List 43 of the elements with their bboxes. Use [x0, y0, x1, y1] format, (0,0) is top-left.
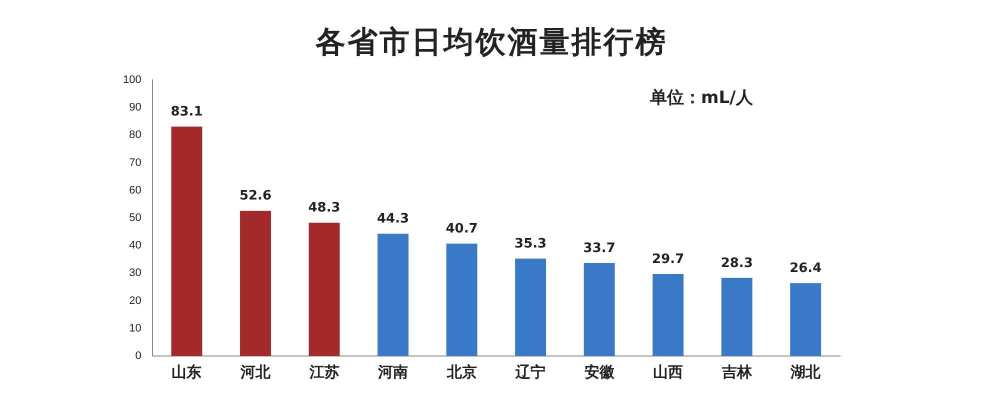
y-tick-label: 70: [129, 156, 142, 169]
x-tick-label: 河南: [377, 364, 408, 382]
y-tick-label: 50: [129, 212, 142, 224]
bar: [378, 234, 408, 356]
x-tick-label: 辽宁: [514, 363, 546, 382]
x-tick-label: 北京: [446, 363, 477, 382]
bar: [721, 278, 752, 356]
bar: [790, 283, 822, 356]
data-label: 33.7: [583, 240, 616, 256]
x-tick-label: 河北: [240, 364, 272, 382]
bar: [515, 258, 546, 356]
x-tick-label: 吉林: [720, 364, 753, 382]
y-tick-label: 0: [135, 350, 142, 362]
y-tick-label: 30: [129, 267, 142, 280]
y-tick-label: 20: [129, 294, 142, 307]
bar: [652, 274, 684, 356]
x-tick-label: 山西: [653, 364, 684, 382]
y-tick-label: 90: [129, 102, 142, 114]
bar: [308, 222, 340, 356]
data-label: 35.3: [514, 236, 547, 252]
chart-title: 各省市日均饮酒量排行榜: [314, 24, 668, 62]
y-tick-label: 60: [129, 184, 142, 196]
bar: [171, 126, 202, 356]
y-tick-label: 80: [129, 129, 142, 142]
x-tick-label: 湖北: [790, 364, 822, 382]
data-label: 29.7: [652, 252, 684, 267]
data-label: 83.1: [170, 104, 203, 120]
bar: [240, 210, 271, 356]
y-tick-label: 10: [129, 322, 142, 334]
data-label: 52.6: [239, 188, 272, 204]
bar: [446, 244, 478, 356]
x-tick-label: 山东: [172, 363, 202, 382]
bar: [584, 262, 615, 356]
data-label: 28.3: [720, 256, 753, 271]
data-label: 40.7: [446, 222, 478, 237]
x-tick-label: 安徽: [584, 363, 616, 382]
data-label: 26.4: [790, 261, 822, 276]
x-tick-label: 江苏: [308, 364, 340, 382]
y-tick-label: 40: [129, 240, 142, 252]
y-tick-label: 100: [122, 74, 142, 86]
data-label: 44.3: [376, 212, 410, 227]
data-label: 48.3: [308, 200, 340, 216]
annotation: 单位：mL/人: [650, 87, 753, 109]
